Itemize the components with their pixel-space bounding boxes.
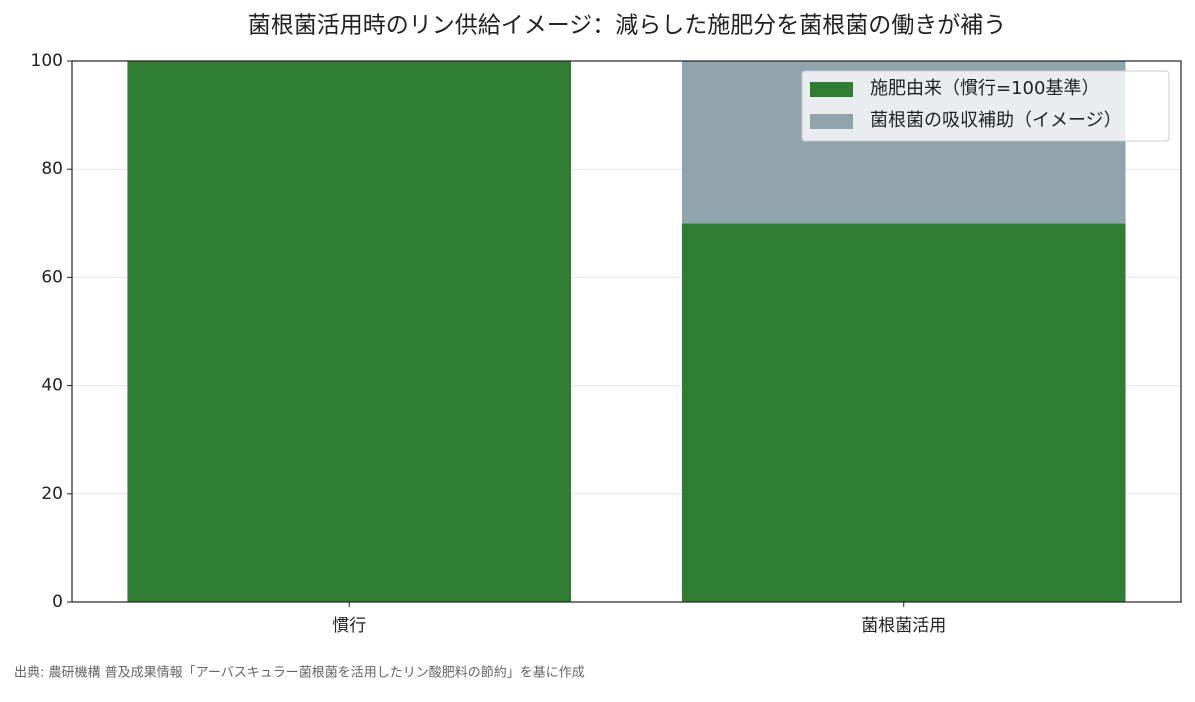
y-tick-label: 80	[41, 159, 63, 179]
chart-title: 菌根菌活用時のリン供給イメージ：減らした施肥分を菌根菌の働きが補う	[248, 13, 1007, 39]
y-tick-label: 40	[41, 376, 63, 396]
y-tick-label: 20	[41, 484, 63, 504]
plot-frame	[71, 60, 1182, 603]
legend-label: 施肥由来（慣行=100基準）	[870, 78, 1099, 99]
bar-segment	[127, 61, 572, 602]
bar-segment	[681, 223, 1126, 603]
legend-label: 菌根菌の吸収補助（イメージ）	[870, 110, 1122, 131]
legend-swatch	[810, 114, 853, 129]
x-tick-label: 菌根菌活用	[861, 616, 946, 636]
x-tick-label: 慣行	[332, 616, 366, 636]
source-note: 出典: 農研機構 普及成果情報「アーバスキュラー菌根菌を活用したリン酸肥料の節約…	[14, 666, 585, 681]
y-tick-label: 100	[31, 51, 63, 71]
legend-swatch	[810, 82, 853, 97]
legend-box	[801, 70, 1170, 142]
y-tick-label: 0	[52, 592, 63, 612]
y-tick-label: 60	[41, 267, 63, 287]
